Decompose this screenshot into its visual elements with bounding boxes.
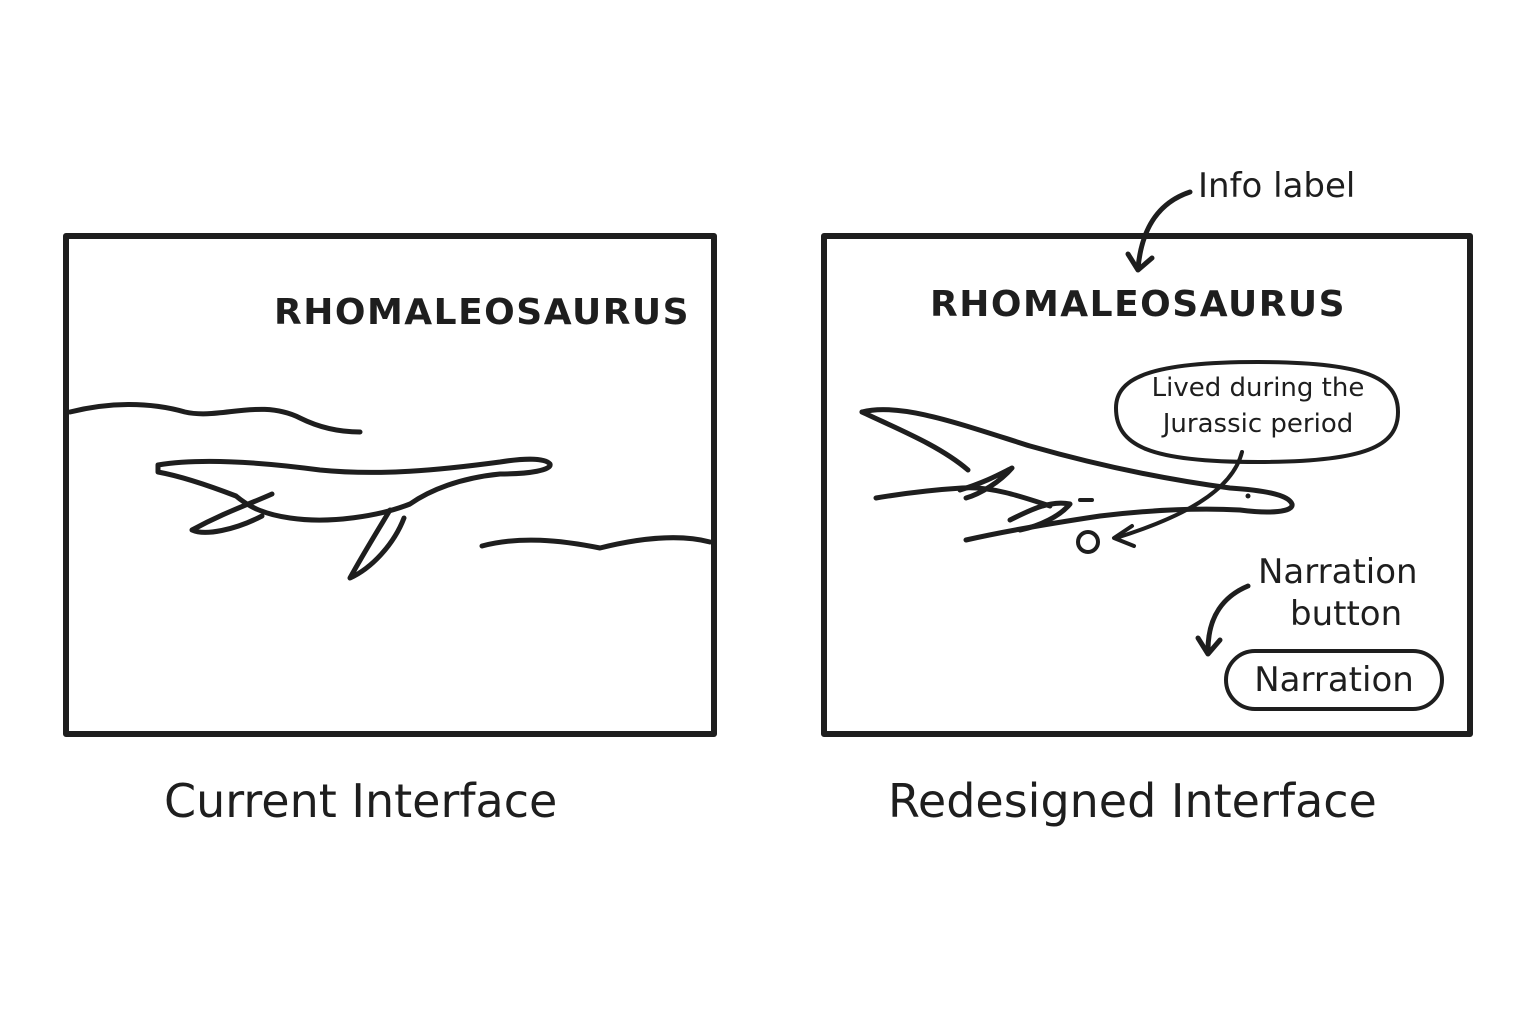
info-label-annotation: Info label [1198,166,1356,206]
info-label-arrow-icon [1125,189,1193,273]
current-interface-frame [63,233,717,737]
plesiosaur-drawing-redesigned [859,407,1295,543]
redesigned-interface-caption: Redesigned Interface [888,774,1377,828]
redesigned-species-title: RHOMALEOSAURUS [930,284,1347,325]
narration-button[interactable]: Narration [1224,649,1444,711]
water-surface-lines [67,402,713,551]
plesiosaur-drawing-current [155,456,553,581]
current-species-title: RHOMALEOSAURUS [274,292,691,333]
narration-annotation-line1: Narration [1258,552,1418,592]
current-interface-caption: Current Interface [164,774,558,828]
info-bubble[interactable]: Lived during the Jurassic period [1130,370,1386,442]
info-dot-icon [1076,530,1100,554]
narration-arrow-icon [1195,583,1251,657]
info-bubble-shape [1112,360,1400,548]
info-bubble-line2: Jurassic period [1162,409,1354,439]
narration-annotation-line2: button [1290,594,1403,634]
info-bubble-line1: Lived during the [1151,373,1365,403]
